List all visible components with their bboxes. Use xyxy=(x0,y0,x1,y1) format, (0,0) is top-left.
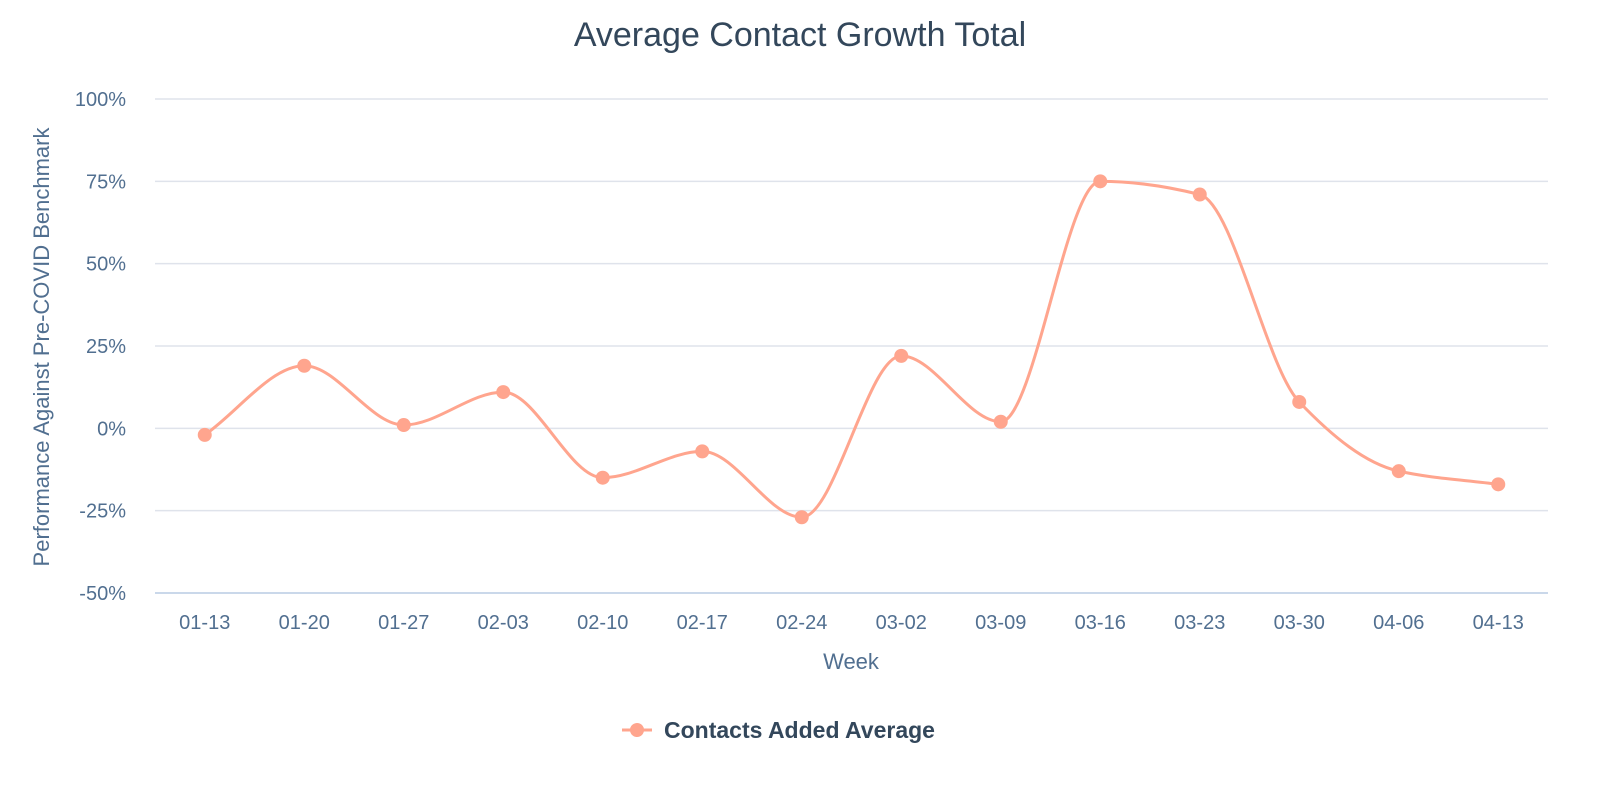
data-point[interactable] xyxy=(297,358,312,373)
data-point[interactable] xyxy=(993,414,1008,429)
data-point[interactable] xyxy=(1391,464,1406,479)
x-tick-label: 02-24 xyxy=(776,612,827,634)
y-axis-title: Performance Against Pre-COVID Benchmark xyxy=(29,127,54,567)
chart-title: Average Contact Growth Total xyxy=(574,16,1026,54)
x-tick-label: 02-10 xyxy=(577,612,628,634)
x-tick-label: 01-13 xyxy=(179,612,230,634)
y-axis-ticks: -50% -25% 0% 25% 50% 75% 100% xyxy=(75,89,126,605)
x-tick-label: 03-16 xyxy=(1075,612,1126,634)
grid-lines xyxy=(155,98,1548,594)
y-tick-label: 75% xyxy=(86,171,126,193)
y-tick-label: 0% xyxy=(97,418,126,440)
data-point[interactable] xyxy=(396,418,411,433)
y-tick-label: -50% xyxy=(79,583,126,605)
x-tick-label: 02-17 xyxy=(677,612,728,634)
y-tick-label: 50% xyxy=(86,254,126,276)
data-point[interactable] xyxy=(595,470,610,485)
x-tick-label: 03-02 xyxy=(876,612,927,634)
data-point[interactable] xyxy=(197,427,212,442)
y-tick-label: 25% xyxy=(86,336,126,358)
y-tick-label: 100% xyxy=(75,89,126,111)
data-point[interactable] xyxy=(1093,174,1108,189)
legend-dot-marker xyxy=(630,723,644,737)
data-point[interactable] xyxy=(1491,477,1506,492)
x-tick-label: 03-30 xyxy=(1274,612,1325,634)
data-point[interactable] xyxy=(794,510,809,525)
x-tick-label: 03-23 xyxy=(1174,612,1225,634)
x-tick-label: 01-27 xyxy=(378,612,429,634)
y-tick-label: -25% xyxy=(79,501,126,523)
x-tick-label: 01-20 xyxy=(279,612,330,634)
data-point[interactable] xyxy=(1192,187,1207,202)
x-axis-ticks: 01-13 01-20 01-27 02-03 02-10 02-17 02-24 03-02… xyxy=(179,612,1524,634)
x-tick-label: 03-09 xyxy=(975,612,1026,634)
data-point[interactable] xyxy=(695,444,710,459)
x-tick-label: 04-13 xyxy=(1473,612,1524,634)
x-tick-label: 04-06 xyxy=(1373,612,1424,634)
legend[interactable]: Contacts Added Average xyxy=(622,717,935,743)
series-layer xyxy=(197,174,1506,525)
legend-label: Contacts Added Average xyxy=(664,717,935,743)
data-point[interactable] xyxy=(894,348,909,363)
series-line xyxy=(203,179,1500,519)
x-axis-title: Week xyxy=(823,649,880,674)
x-tick-label: 02-03 xyxy=(478,612,529,634)
data-point[interactable] xyxy=(496,385,511,400)
data-point[interactable] xyxy=(1292,394,1307,409)
